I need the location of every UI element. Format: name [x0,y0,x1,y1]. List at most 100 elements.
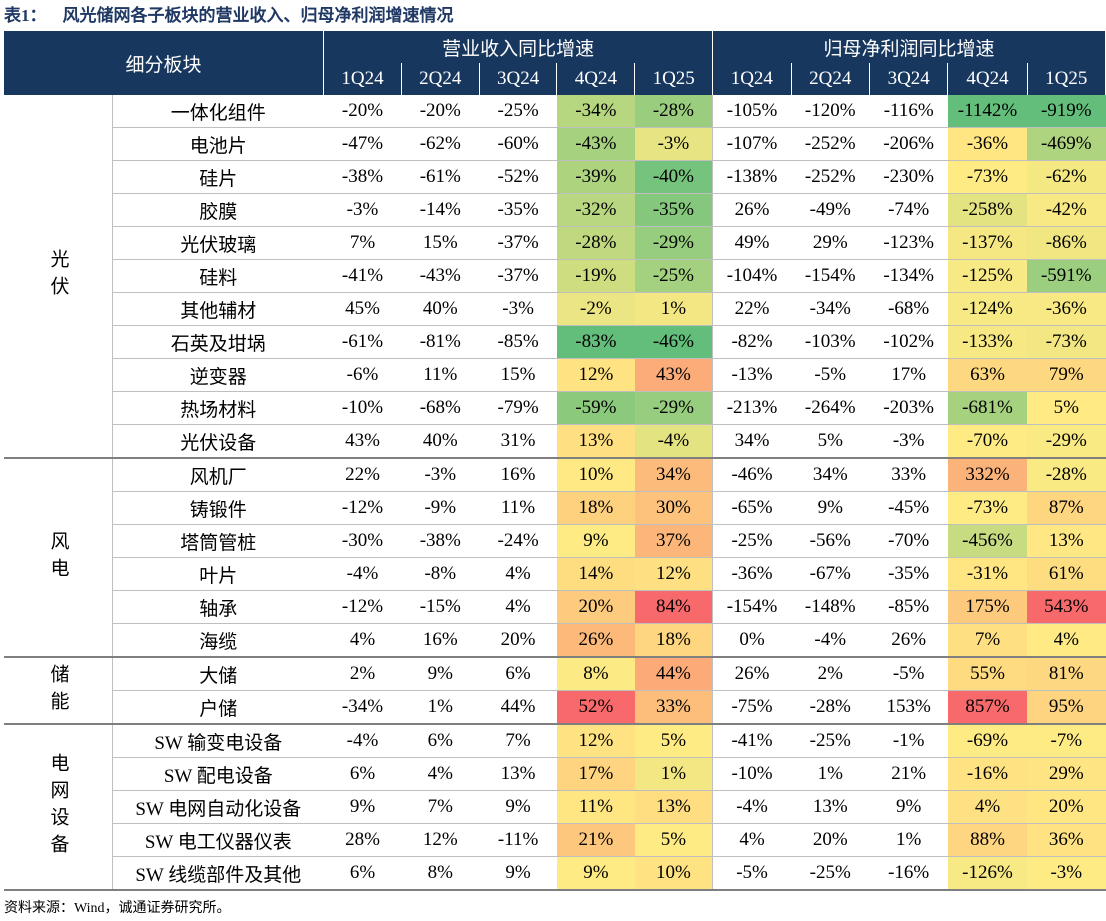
row-name: 海缆 [112,623,324,658]
value-cell: -34% [556,95,635,128]
value-cell: -56% [791,524,870,558]
value-cell: 16% [479,458,557,492]
value-cell: -126% [947,856,1028,891]
value-cell: -3% [323,193,402,227]
row-name: 热场材料 [112,391,324,425]
value-cell: -12% [323,491,402,525]
value-cell: -32% [556,193,635,227]
value-cell: 37% [634,524,714,558]
value-cell: 11% [556,790,635,824]
value-cell: -5% [791,358,870,392]
value-cell: 1% [634,292,714,326]
value-cell: -70% [947,424,1028,459]
value-cell: 6% [323,856,402,891]
value-cell: 175% [947,590,1028,624]
value-cell: 20% [479,623,557,658]
value-cell: -42% [1027,193,1106,227]
value-cell: 13% [634,790,714,824]
value-cell: -1142% [947,95,1028,128]
value-cell: -4% [791,623,870,658]
value-cell: -15% [401,590,480,624]
value-cell: 21% [869,757,948,791]
value-cell: -38% [401,524,480,558]
value-cell: -85% [479,325,557,359]
value-cell: 20% [791,823,870,857]
data-row: SW 电工仪器仪表 28% 12% -11% 21% 5% 4% 20% 1% 88% 36% [4,823,1106,857]
value-cell: -25% [634,259,714,293]
value-cell: -203% [869,391,948,425]
value-cell: 44% [634,657,714,691]
value-cell: 55% [947,657,1028,691]
value-cell: -61% [401,160,480,194]
value-cell: -49% [791,193,870,227]
value-cell: -36% [947,127,1028,161]
value-cell: -5% [712,856,792,891]
value-cell: 30% [634,491,714,525]
value-cell: 1% [401,690,480,725]
value-cell: 20% [556,590,635,624]
value-cell: -73% [947,491,1028,525]
value-cell: -86% [1027,226,1106,260]
value-cell: -230% [869,160,948,194]
period-header: 2Q24 [791,63,870,95]
value-cell: -103% [791,325,870,359]
value-cell: 9% [791,491,870,525]
value-cell: -154% [791,259,870,293]
value-cell: 0% [712,623,792,658]
value-cell: -3% [479,292,557,326]
value-cell: -30% [323,524,402,558]
value-cell: -19% [556,259,635,293]
value-cell: 84% [634,590,714,624]
value-cell: 26% [712,657,792,691]
value-cell: -116% [869,95,948,128]
value-cell: 6% [479,657,557,691]
value-cell: -123% [869,226,948,260]
row-name: 铸锻件 [112,491,324,525]
value-cell: 13% [791,790,870,824]
value-cell: -81% [401,325,480,359]
value-cell: -45% [869,491,948,525]
period-header: 1Q24 [712,63,792,95]
value-cell: 34% [634,458,714,492]
value-cell: -28% [556,226,635,260]
value-cell: 20% [1027,790,1106,824]
value-cell: 40% [401,424,480,459]
header-row: 细分板块 营业收入同比增速 归母净利润同比增速 [4,31,1106,95]
value-cell: -3% [634,127,714,161]
value-cell: -37% [479,226,557,260]
value-cell: -16% [947,757,1028,791]
value-cell: 5% [1027,391,1106,425]
group-header: 归母净利润同比增速 [712,31,1106,63]
value-cell: 10% [634,856,714,891]
data-row: 胶膜 -3% -14% -35% -32% -35% 26% -49% -74% -258% -42… [4,193,1106,227]
value-cell: -38% [323,160,402,194]
value-cell: -62% [1027,160,1106,194]
value-cell: 18% [556,491,635,525]
row-name: 大储 [112,657,324,691]
value-cell: 95% [1027,690,1106,725]
value-cell: 49% [712,226,792,260]
value-cell: -8% [401,557,480,591]
value-cell: 9% [556,856,635,891]
data-row: SW 电网自动化设备 9% 7% 9% 11% 13% -4% 13% 9% 4% 20% [4,790,1106,824]
value-cell: -41% [323,259,402,293]
value-cell: -34% [791,292,870,326]
value-cell: -37% [479,259,557,293]
value-cell: 8% [401,856,480,891]
period-header: 3Q24 [479,63,558,95]
value-cell: -154% [712,590,792,624]
value-cell: 88% [947,823,1028,857]
value-cell: -29% [634,226,714,260]
group-header: 营业收入同比增速 [323,31,714,63]
value-cell: 9% [556,524,635,558]
value-cell: 43% [634,358,714,392]
value-cell: 26% [869,623,948,658]
value-cell: 2% [791,657,870,691]
value-cell: 12% [556,358,635,392]
value-cell: -25% [712,524,792,558]
value-cell: 43% [323,424,402,459]
value-cell: -3% [401,458,480,492]
value-cell: 5% [634,724,714,758]
data-row: SW 配电设备 6% 4% 13% 17% 1% -10% 1% 21% -16% 29% [4,757,1106,791]
source: 资料来源：Wind，诚通证券研究所。 [4,901,231,916]
